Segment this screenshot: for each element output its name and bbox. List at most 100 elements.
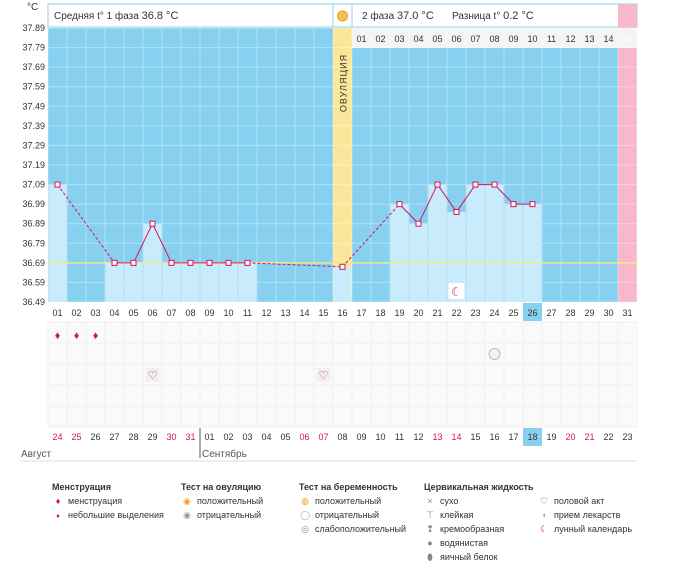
temperature-bar	[428, 184, 447, 302]
cycle-day-label: 06	[147, 308, 157, 318]
cycle-day-label: 18	[375, 308, 385, 318]
temperature-line-segment	[494, 184, 514, 205]
temperature-point	[225, 259, 232, 266]
temperature-bar	[105, 262, 124, 302]
cycle-day-label: 27	[546, 308, 556, 318]
temperature-point	[187, 259, 194, 266]
phase2-day-label: 11	[547, 34, 556, 44]
creamy-icon: ❢	[426, 524, 434, 534]
cycle-day-label: 28	[565, 308, 575, 318]
ovulation-sun-icon	[337, 10, 348, 22]
calendar-date-label: 07	[318, 432, 328, 442]
y-tick-label: 37.49	[22, 101, 45, 111]
ovulation-vertical-label: ОВУЛЯЦИЯ	[339, 54, 349, 112]
legend-cervical-dry-label: сухо	[440, 496, 459, 506]
cycle-day-label: 17	[356, 308, 366, 318]
cycle-day-label: 20	[413, 308, 423, 318]
cycle-day-label: 14	[299, 308, 309, 318]
temperature-point	[434, 181, 441, 188]
cycle-day-label: 10	[223, 308, 233, 318]
negative-ovulation-icon: ◉	[183, 510, 191, 520]
cycle-end-column	[618, 4, 637, 302]
diff-label: Разница t°	[452, 11, 501, 22]
negative-pregnancy-icon: ◯	[299, 510, 311, 520]
temperature-point	[206, 259, 213, 266]
calendar-date-label: 26	[90, 432, 100, 442]
calendar-date-label: 18	[527, 432, 537, 442]
temperature-bar	[181, 262, 200, 302]
phase2-day-label: 02	[375, 34, 385, 44]
pill-icon: ◖	[541, 510, 547, 520]
calendar-date-label: 15	[470, 432, 480, 442]
legend-lunar: ☾ лунный календарь	[538, 524, 632, 535]
y-tick-label: 37.19	[22, 160, 45, 170]
calendar-date-label: 22	[603, 432, 613, 442]
heart-cell	[145, 368, 160, 382]
legend-lunar-label: лунный календарь	[554, 524, 633, 534]
temperature-bar	[124, 262, 143, 302]
events-grid	[48, 322, 637, 427]
calendar-date-label: 08	[337, 432, 347, 442]
temperature-point	[415, 220, 422, 227]
y-axis-label: °C	[27, 2, 38, 13]
legend-medication-label: прием лекарств	[554, 510, 621, 520]
y-tick-label: 36.99	[22, 199, 45, 209]
phase2-day-label: 12	[565, 34, 575, 44]
cycle-day-label: 01	[52, 308, 62, 318]
temperature-bar	[390, 204, 409, 302]
legend-cervical-sticky-label: клейкая	[440, 510, 474, 520]
heart-icon: ♡	[539, 496, 549, 506]
temperature-line-segment	[418, 184, 438, 224]
watery-icon: ●	[427, 538, 433, 548]
calendar-date-label: 05	[280, 432, 290, 442]
temperature-point	[149, 220, 156, 227]
blood-drops-icon: ♦	[55, 330, 61, 342]
temperature-point	[529, 201, 536, 208]
legend-pregnancy-test-title: Тест на беременность	[299, 482, 398, 492]
legend-ovulation-positive: ◉ положительный	[181, 496, 263, 507]
temperature-point	[510, 201, 517, 208]
temperature-line-segment	[133, 223, 153, 264]
temperature-bar	[48, 184, 67, 302]
phase2-day-label: 07	[470, 34, 480, 44]
month-label: Август	[21, 449, 52, 460]
legend-ovulation-positive-label: положительный	[197, 496, 264, 506]
temperature-bar	[162, 262, 181, 302]
calendar-date-label: 28	[128, 432, 138, 442]
temperature-point	[453, 208, 460, 215]
legend-cervical-creamy: ❢ кремообразная	[424, 524, 504, 535]
legend-cervical-dry: × сухо	[424, 496, 458, 506]
small-drop-icon: ♦	[56, 513, 60, 520]
legend-cervical-watery-label: водянистая	[440, 538, 489, 548]
cycle-day-label: 02	[71, 308, 81, 318]
legend-cervical-title: Цервикальная жидкость	[424, 482, 534, 492]
phase2-day-label: 04	[413, 34, 423, 44]
legend-small-discharge-label: небольшие выделения	[68, 510, 164, 520]
temperature-point	[396, 201, 403, 208]
diff-value: 0.2 °C	[503, 10, 534, 22]
calendar-date-label: 01	[204, 432, 214, 442]
egg-white-icon: ⬮	[427, 552, 433, 562]
legend-menstruation-label: менструация	[68, 496, 123, 506]
legend-menstruation-title: Менструация	[52, 482, 111, 492]
temperature-point	[491, 181, 498, 188]
calendar-date-label: 31	[185, 432, 195, 442]
dry-icon: ×	[427, 496, 433, 506]
today-cell	[523, 303, 542, 321]
y-tick-label: 37.89	[22, 23, 45, 33]
y-tick-label: 36.69	[22, 258, 45, 268]
legend-cervical-watery: ● водянистая	[424, 538, 488, 548]
phase2-day-label: 15	[622, 34, 632, 44]
cycle-day-label: 12	[261, 308, 271, 318]
calendar-date-label: 03	[242, 432, 252, 442]
cycle-day-label: 23	[470, 308, 480, 318]
phase2-day-label: 09	[508, 34, 518, 44]
legend-pregnancy-negative: ◯ отрицательный	[299, 510, 379, 521]
negative-pregnancy-icon	[488, 348, 501, 360]
legend-ovulation-negative-label: отрицательный	[197, 510, 262, 520]
phase2-day-label: 03	[394, 34, 404, 44]
sticky-icon: ⊤	[426, 510, 434, 520]
blood-drops-icon: ♦	[55, 496, 61, 506]
cycle-day-label: 15	[318, 308, 328, 318]
